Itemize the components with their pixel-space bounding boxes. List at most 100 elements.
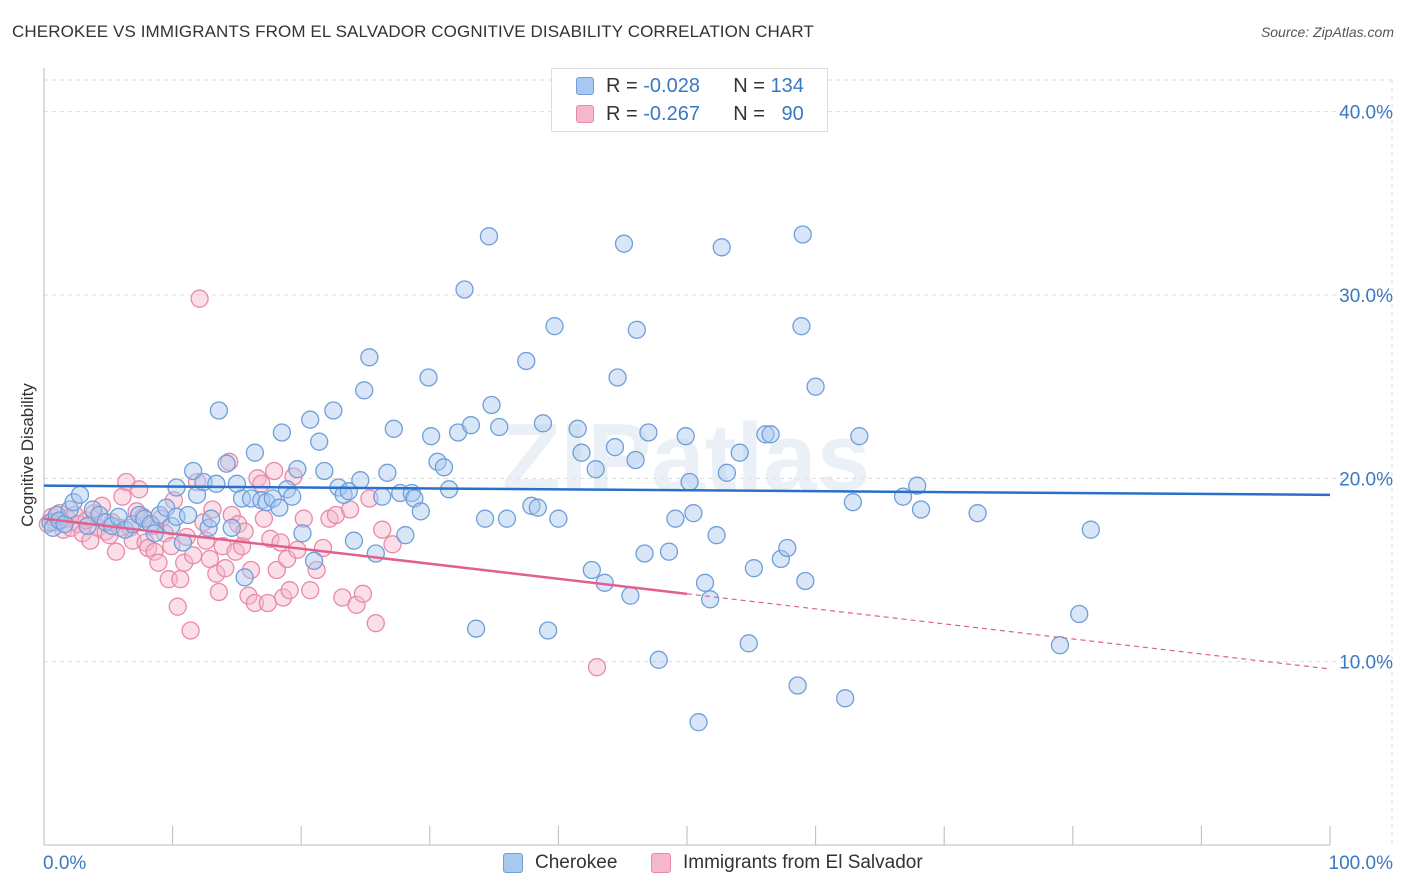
salvador-point: [265, 461, 284, 481]
cherokee-point: [627, 320, 646, 339]
cherokee-point: [209, 401, 229, 420]
cherokee-point: [482, 395, 501, 415]
n-label: N =: [733, 74, 771, 97]
cherokee-point: [288, 460, 307, 479]
cherokee-point: [793, 225, 812, 244]
salvador-point: [149, 553, 168, 572]
r-label: R =: [606, 102, 644, 125]
cherokee-point: [659, 542, 679, 561]
cherokee-point: [270, 498, 289, 517]
salvador-point: [171, 570, 190, 589]
x-tick-label: 0.0%: [43, 853, 86, 874]
cherokee-point: [310, 432, 329, 451]
cherokee-point: [788, 676, 807, 695]
cherokee-point: [455, 280, 474, 299]
cherokee-point: [680, 472, 699, 492]
cherokee-point: [545, 317, 564, 336]
legend-item-salvador[interactable]: Immigrants from El Salvador: [651, 852, 923, 874]
cherokee-point: [684, 504, 703, 523]
salvador-point: [209, 582, 229, 602]
cherokee-point: [796, 571, 815, 591]
cherokee-point: [695, 573, 715, 592]
cherokee-point: [378, 463, 397, 482]
legend-label-cherokee: Cherokee: [535, 852, 618, 873]
axes: [43, 68, 1331, 846]
cherokee-trend-line: [43, 484, 1331, 497]
legend-label-salvador: Immigrants from El Salvador: [683, 852, 923, 873]
cherokee-point: [283, 487, 302, 506]
cherokee-point: [351, 471, 370, 490]
cherokee-point: [568, 419, 587, 438]
legend-item-cherokee[interactable]: Cherokee: [503, 852, 617, 874]
cherokee-point: [621, 586, 640, 605]
salvador-point: [274, 588, 293, 607]
cherokee-point: [421, 427, 441, 446]
r-label: R =: [606, 74, 644, 97]
cherokee-point: [792, 317, 811, 336]
cherokee-point: [434, 458, 454, 477]
y-tick-label: 20.0%: [1339, 469, 1393, 490]
salvador-point: [162, 537, 181, 556]
cherokee-point: [649, 650, 668, 669]
salvador-point: [383, 535, 402, 554]
cherokee-point: [549, 509, 568, 528]
salvador-point: [181, 621, 200, 640]
cherokee-point: [324, 401, 343, 420]
cherokee-point: [712, 238, 731, 257]
salvador-point: [353, 584, 373, 603]
cherokee-point: [582, 560, 601, 580]
legend-row-salvador: R = -0.267 N = 90: [576, 102, 804, 126]
cherokee-point: [419, 368, 438, 387]
cherokee-point: [572, 443, 591, 462]
salvador-point: [261, 529, 280, 548]
cherokee-point: [614, 234, 634, 253]
cherokee-point: [304, 551, 324, 570]
cherokee-point: [461, 416, 481, 435]
cherokee-point: [466, 619, 486, 638]
salvador-point: [271, 533, 290, 552]
r-value: -0.267: [643, 102, 700, 125]
y-tick-label: 30.0%: [1339, 286, 1393, 307]
tick-labels: 10.0% 20.0% 30.0% 40.0% 0.0% 100.0%: [43, 103, 1393, 874]
cherokee-point: [739, 634, 758, 653]
cherokee-point: [384, 419, 403, 438]
cherokee-point: [522, 496, 541, 515]
cherokee-point: [490, 417, 509, 437]
salvador-point: [245, 593, 265, 613]
salvador-point: [254, 509, 274, 528]
cherokee-point: [911, 500, 931, 519]
cherokee-point: [666, 509, 685, 528]
cherokee-point: [272, 423, 292, 442]
cherokee-point: [360, 348, 379, 367]
r-value: -0.028: [643, 74, 700, 97]
salvador-point: [222, 505, 241, 525]
chart-title: CHEROKEE VS IMMIGRANTS FROM EL SALVADOR …: [12, 22, 814, 41]
source-label: Source: ZipAtlas.com: [1260, 24, 1394, 40]
salvador-point: [207, 564, 226, 583]
n-label: N =: [733, 102, 771, 125]
cherokee-point: [717, 463, 737, 482]
salvador-point: [190, 289, 209, 308]
cherokee-point: [771, 549, 791, 569]
x-tick-label: 100.0%: [1329, 853, 1394, 874]
cherokee-point: [1081, 520, 1100, 539]
cherokee-point: [761, 425, 780, 444]
watermark: ZIPatlas: [502, 404, 870, 511]
salvador-point: [373, 520, 392, 539]
correlation-legend: R = -0.028 N = 134 R = -0.267 N = 90: [551, 68, 828, 132]
cherokee-point: [843, 493, 863, 512]
cherokee-point: [1050, 636, 1070, 655]
cherokee-point: [202, 509, 221, 528]
y-tick-label: 40.0%: [1339, 103, 1393, 124]
cherokee-point: [217, 454, 236, 473]
trend-lines: [43, 484, 1331, 670]
cherokee-point: [411, 502, 430, 521]
cherokee-point: [157, 498, 176, 517]
cherokee-point: [517, 351, 536, 371]
n-value: 134: [770, 74, 804, 97]
cherokee-point: [836, 689, 855, 708]
cherokee-point: [806, 377, 825, 396]
salvador-point: [145, 542, 164, 561]
cherokee-point: [968, 504, 987, 523]
